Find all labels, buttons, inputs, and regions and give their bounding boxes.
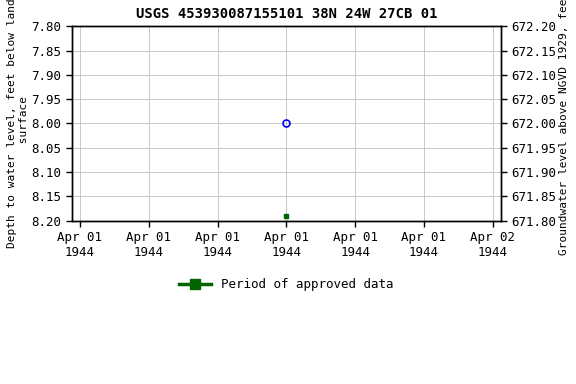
Y-axis label: Depth to water level, feet below land
 surface: Depth to water level, feet below land su… xyxy=(7,0,29,248)
Y-axis label: Groundwater level above NGVD 1929, feet: Groundwater level above NGVD 1929, feet xyxy=(559,0,569,255)
Title: USGS 453930087155101 38N 24W 27CB 01: USGS 453930087155101 38N 24W 27CB 01 xyxy=(135,7,437,21)
Legend: Period of approved data: Period of approved data xyxy=(175,273,398,296)
